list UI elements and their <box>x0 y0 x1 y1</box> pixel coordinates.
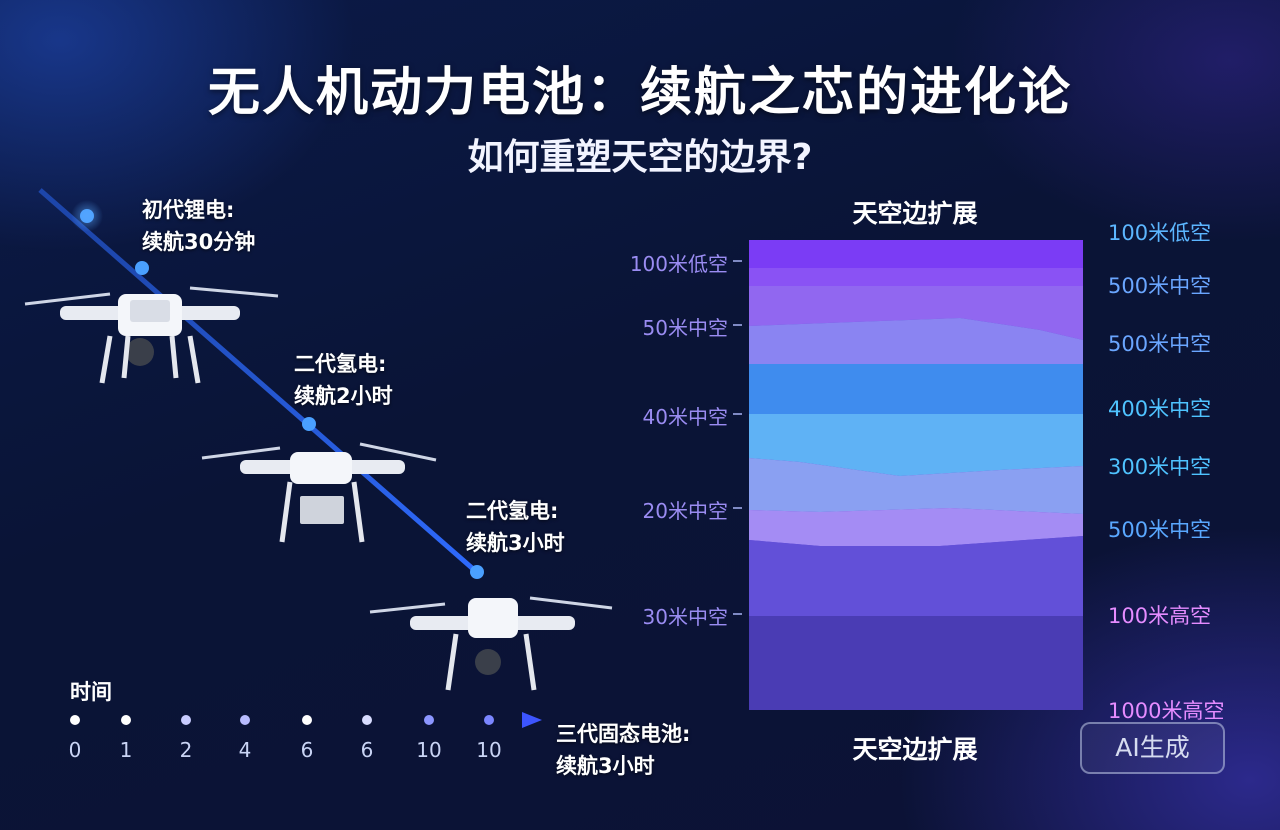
altitude-label-right: 500米中空 <box>1108 274 1212 298</box>
evolution-line <box>38 188 482 577</box>
timeline-tick: 10 <box>416 738 442 762</box>
milestone-dot <box>302 417 316 431</box>
drone-icon <box>24 286 279 384</box>
timeline-label: 时间 <box>70 680 112 704</box>
stage-label: 初代锂电: 续航30分钟 <box>142 198 256 254</box>
chart-header-bottom: 天空边扩展 <box>852 735 978 764</box>
altitude-label-left: 50米中空 <box>642 316 728 340</box>
timeline-tick: 6 <box>360 738 374 762</box>
timeline-tick: 1 <box>119 738 133 762</box>
timeline-tick: 10 <box>476 738 502 762</box>
altitude-label-right: 100米低空 <box>1108 221 1212 245</box>
drone-icon <box>201 442 437 543</box>
milestone-dot <box>135 261 149 275</box>
drone-icon <box>369 596 613 691</box>
altitude-label-left: 30米中空 <box>642 605 728 629</box>
timeline-tick: 6 <box>300 738 314 762</box>
altitude-label-right: 400米中空 <box>1108 397 1212 421</box>
altitude-label-right: 500米中空 <box>1108 332 1212 356</box>
page-title: 无人机动力电池：续航之芯的进化论 <box>207 63 1072 123</box>
timeline-tick: 4 <box>238 738 252 762</box>
altitude-label-left: 20米中空 <box>642 499 728 523</box>
ai-generated-badge: AI生成 <box>1080 722 1225 774</box>
altitude-label-right: 300米中空 <box>1108 455 1212 479</box>
altitude-label-right: 500米中空 <box>1108 518 1212 542</box>
stage-label: 二代氢电: 续航3小时 <box>466 499 565 555</box>
timeline-dots <box>70 715 494 725</box>
milestone-dot <box>470 565 484 579</box>
stage-label: 三代固态电池: 续航3小时 <box>556 722 691 778</box>
sky-layer-chart <box>749 240 1083 710</box>
timeline-tick: 0 <box>68 738 82 762</box>
page-subtitle: 如何重塑天空的边界? <box>467 137 813 178</box>
altitude-label-right: 1000米高空 <box>1108 699 1225 723</box>
altitude-label-left: 100米低空 <box>629 252 728 276</box>
stage-label: 二代氢电: 续航2小时 <box>294 352 393 408</box>
chart-header-top: 天空边扩展 <box>852 199 978 228</box>
altitude-label-right: 100米高空 <box>1108 604 1212 628</box>
timeline-tick: 2 <box>179 738 193 762</box>
altitude-label-left: 40米中空 <box>642 405 728 429</box>
timeline-arrow-icon <box>522 712 542 728</box>
